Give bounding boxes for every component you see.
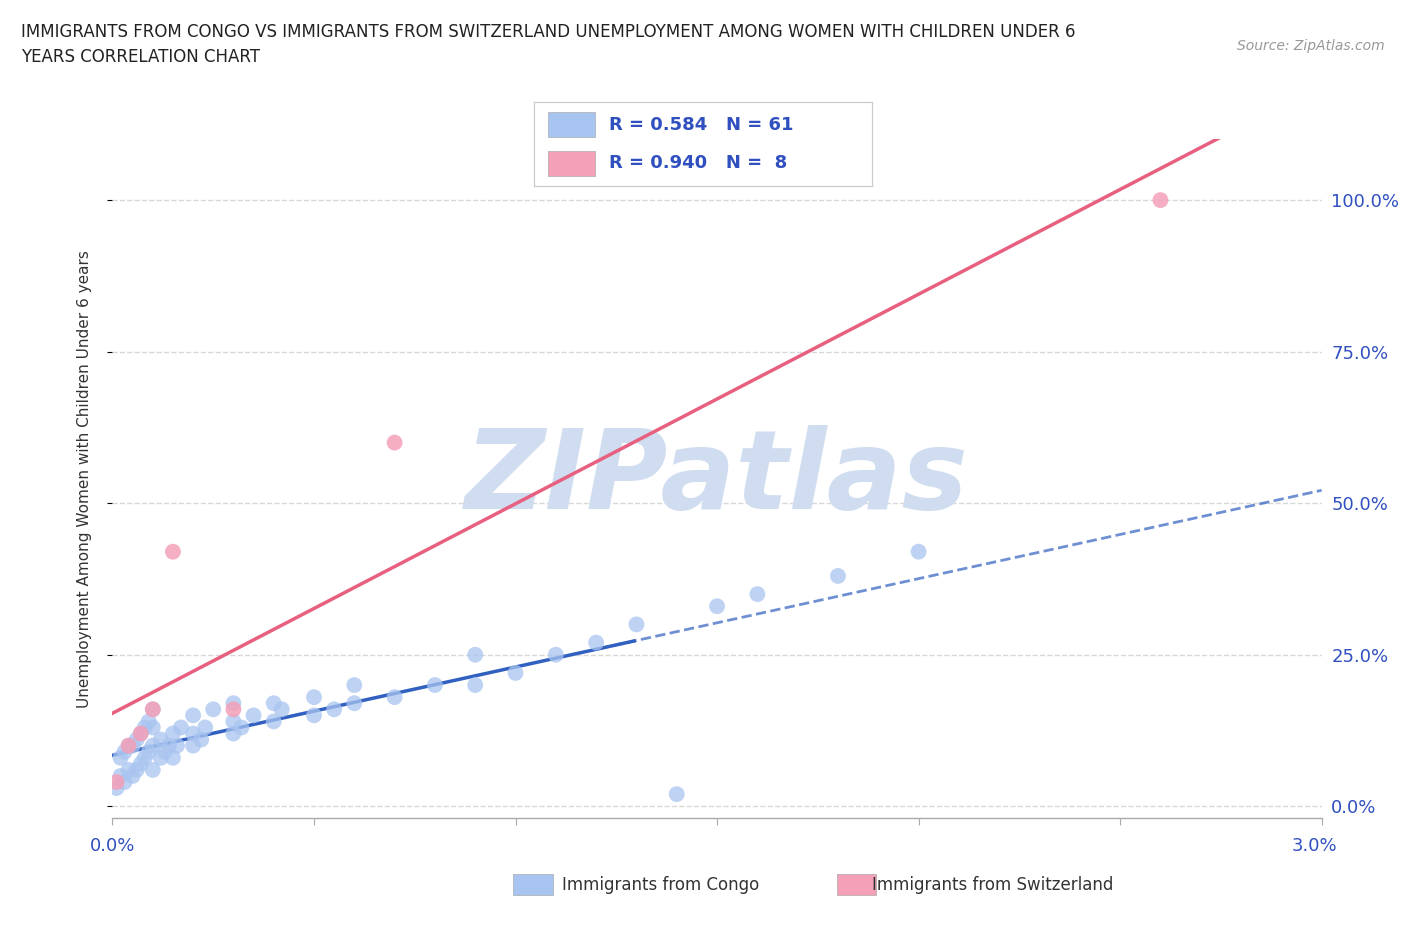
Point	[827, 568, 849, 583]
Point	[181, 708, 204, 723]
Point	[110, 768, 132, 783]
Point	[149, 732, 172, 747]
Point	[343, 678, 366, 693]
FancyBboxPatch shape	[548, 151, 595, 176]
FancyBboxPatch shape	[548, 113, 595, 138]
Text: 0.0%: 0.0%	[90, 837, 135, 855]
Point	[343, 696, 366, 711]
Point	[222, 714, 245, 729]
Point	[181, 726, 204, 741]
Point	[114, 775, 136, 790]
Point	[626, 617, 648, 631]
Point	[105, 780, 128, 795]
Point	[142, 738, 165, 753]
Text: R = 0.584   N = 61: R = 0.584 N = 61	[609, 116, 793, 134]
Point	[665, 787, 688, 802]
Point	[222, 696, 245, 711]
Point	[114, 744, 136, 759]
Point	[222, 726, 245, 741]
Text: Immigrants from Congo: Immigrants from Congo	[562, 876, 759, 895]
Point	[105, 775, 128, 790]
Point	[323, 702, 346, 717]
Text: IMMIGRANTS FROM CONGO VS IMMIGRANTS FROM SWITZERLAND UNEMPLOYMENT AMONG WOMEN WI: IMMIGRANTS FROM CONGO VS IMMIGRANTS FROM…	[21, 23, 1076, 66]
Point	[117, 738, 139, 753]
Point	[263, 714, 285, 729]
Point	[138, 714, 160, 729]
Point	[162, 751, 184, 765]
Point	[464, 678, 486, 693]
Point	[302, 690, 325, 705]
Point	[153, 744, 176, 759]
Point	[202, 702, 225, 717]
Point	[142, 702, 165, 717]
Point	[134, 751, 156, 765]
Point	[134, 720, 156, 735]
Point	[706, 599, 728, 614]
Point	[157, 738, 180, 753]
Point	[190, 732, 212, 747]
Y-axis label: Unemployment Among Women with Children Under 6 years: Unemployment Among Women with Children U…	[77, 250, 91, 708]
Point	[242, 708, 264, 723]
Point	[125, 763, 148, 777]
Point	[231, 720, 253, 735]
Point	[121, 738, 143, 753]
Point	[142, 720, 165, 735]
Point	[125, 732, 148, 747]
Point	[222, 702, 245, 717]
Point	[544, 647, 567, 662]
Point	[129, 726, 152, 741]
Point	[142, 702, 165, 717]
Point	[907, 544, 929, 559]
Point	[1149, 193, 1171, 207]
Point	[384, 435, 406, 450]
Point	[129, 726, 152, 741]
Point	[129, 756, 152, 771]
Text: Immigrants from Switzerland: Immigrants from Switzerland	[872, 876, 1114, 895]
Point	[747, 587, 769, 602]
Point	[117, 738, 139, 753]
Point	[505, 666, 527, 681]
Point	[181, 738, 204, 753]
Point	[194, 720, 217, 735]
Point	[149, 751, 172, 765]
Point	[138, 744, 160, 759]
Point	[464, 647, 486, 662]
Point	[117, 763, 139, 777]
Point	[423, 678, 446, 693]
Point	[162, 544, 184, 559]
Text: R = 0.940   N =  8: R = 0.940 N = 8	[609, 154, 787, 172]
Text: 3.0%: 3.0%	[1292, 837, 1337, 855]
Text: ZIPatlas: ZIPatlas	[465, 425, 969, 533]
Point	[121, 768, 143, 783]
Point	[170, 720, 193, 735]
Point	[142, 763, 165, 777]
Point	[302, 708, 325, 723]
Point	[270, 702, 292, 717]
Text: Source: ZipAtlas.com: Source: ZipAtlas.com	[1237, 39, 1385, 53]
Point	[585, 635, 607, 650]
Point	[110, 751, 132, 765]
Point	[162, 726, 184, 741]
Point	[166, 738, 188, 753]
Point	[263, 696, 285, 711]
Point	[384, 690, 406, 705]
